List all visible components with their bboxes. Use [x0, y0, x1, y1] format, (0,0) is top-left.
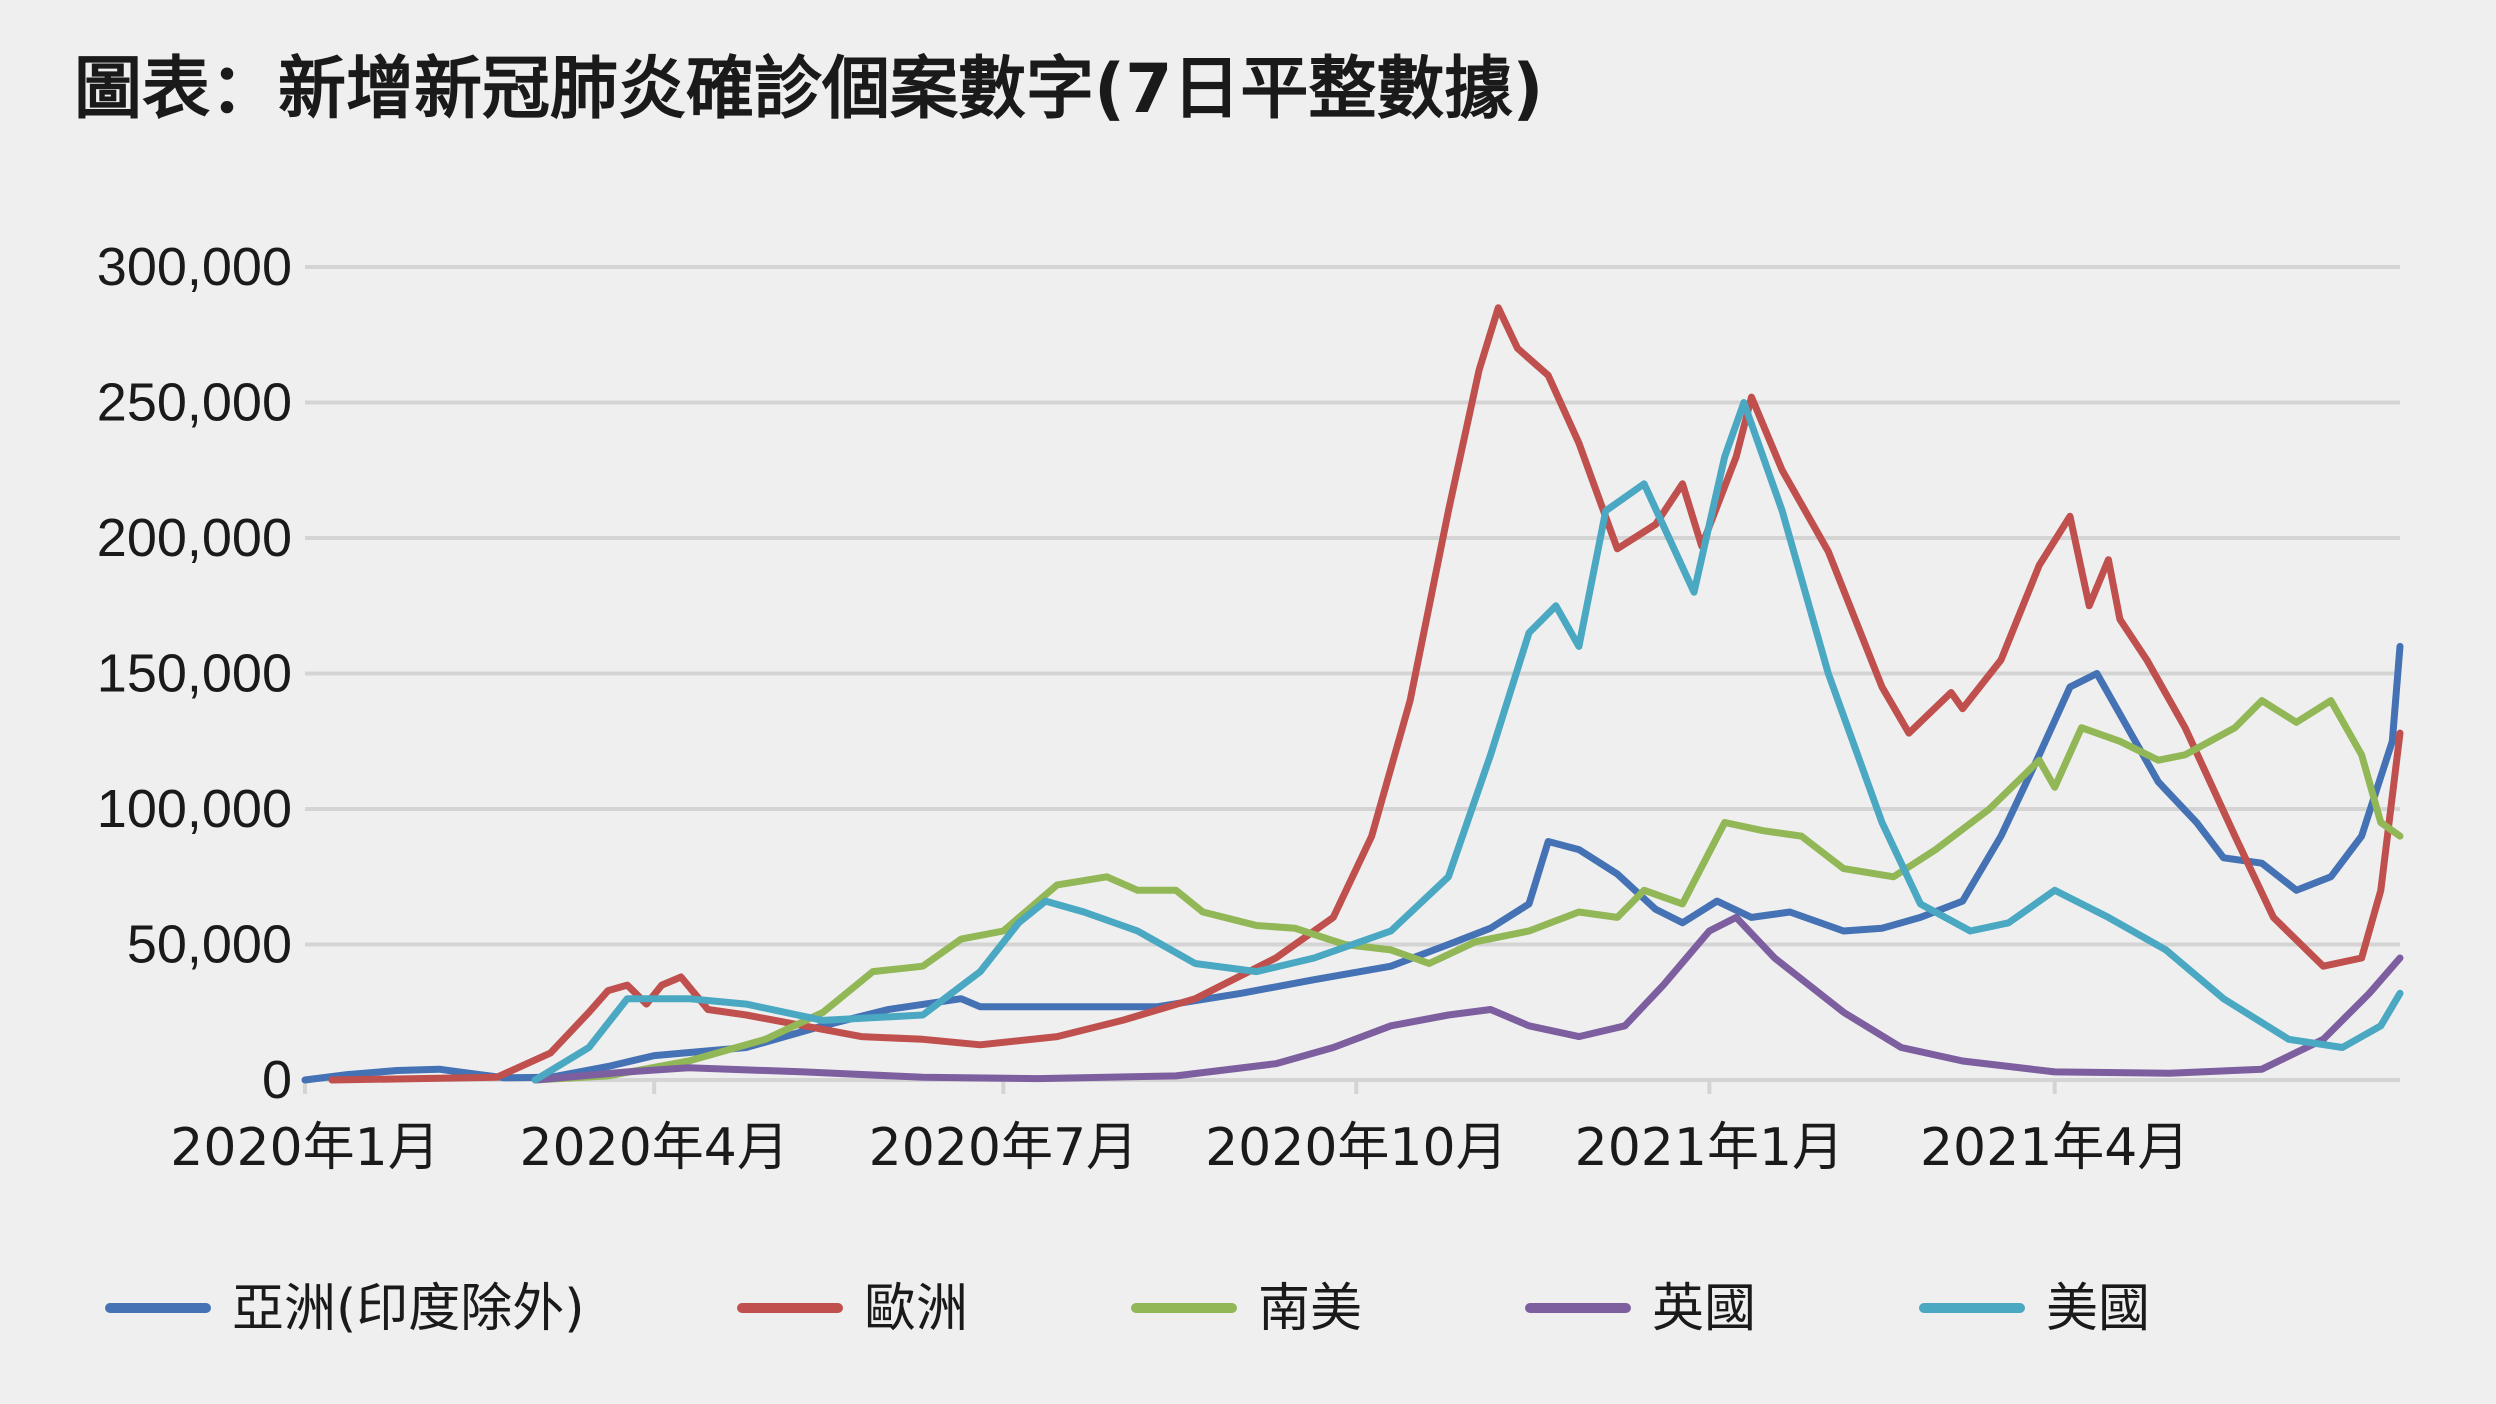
x-axis-tick-labels: 2020年1月 2020年4月 2020年7月 2020年10月 2021年1月 2021…	[170, 1118, 2189, 1178]
y-tick-label: 300,000	[97, 237, 292, 297]
legend-label-usa: 美國	[2046, 1279, 2150, 1339]
y-tick-label: 50,000	[127, 915, 292, 975]
legend-label-asia: 亞洲(印度除外)	[232, 1279, 585, 1339]
y-tick-label: 150,000	[97, 644, 292, 704]
x-tick-label: 2021年1月	[1575, 1118, 1844, 1178]
series-line-uk	[531, 913, 2404, 1084]
x-tick-label: 2020年4月	[519, 1118, 788, 1178]
y-axis-tick-labels: 0 50,000 100,000 150,000 200,000 250,000 300,0…	[97, 237, 292, 1110]
y-tick-label: 100,000	[97, 779, 292, 839]
y-tick-label: 200,000	[97, 508, 292, 568]
series-line-usa	[531, 399, 2404, 1084]
legend-label-europe: 歐洲	[864, 1279, 968, 1339]
series-lines	[301, 304, 2404, 1084]
legend-label-uk: 英國	[1652, 1279, 1756, 1339]
x-tick-label: 2020年1月	[170, 1118, 439, 1178]
x-tick-label: 2020年10月	[1205, 1118, 1508, 1178]
series-line-south_america	[531, 697, 2404, 1084]
legend: 亞洲(印度除外) 歐洲 南美 英國 美國	[105, 1279, 2150, 1339]
x-tick-label: 2021年4月	[1920, 1118, 2189, 1178]
series-line-europe	[328, 304, 2404, 1084]
grid-lines	[303, 265, 2400, 1094]
x-tick-label: 2020年7月	[869, 1118, 1138, 1178]
y-tick-label: 250,000	[97, 373, 292, 433]
chart-title: 圖表：新增新冠肺炎確診個案數字(7日平整數據)	[74, 50, 1543, 129]
legend-label-south_america: 南美	[1258, 1279, 1362, 1339]
y-tick-label: 0	[262, 1050, 292, 1110]
series-line-asia	[301, 642, 2404, 1084]
